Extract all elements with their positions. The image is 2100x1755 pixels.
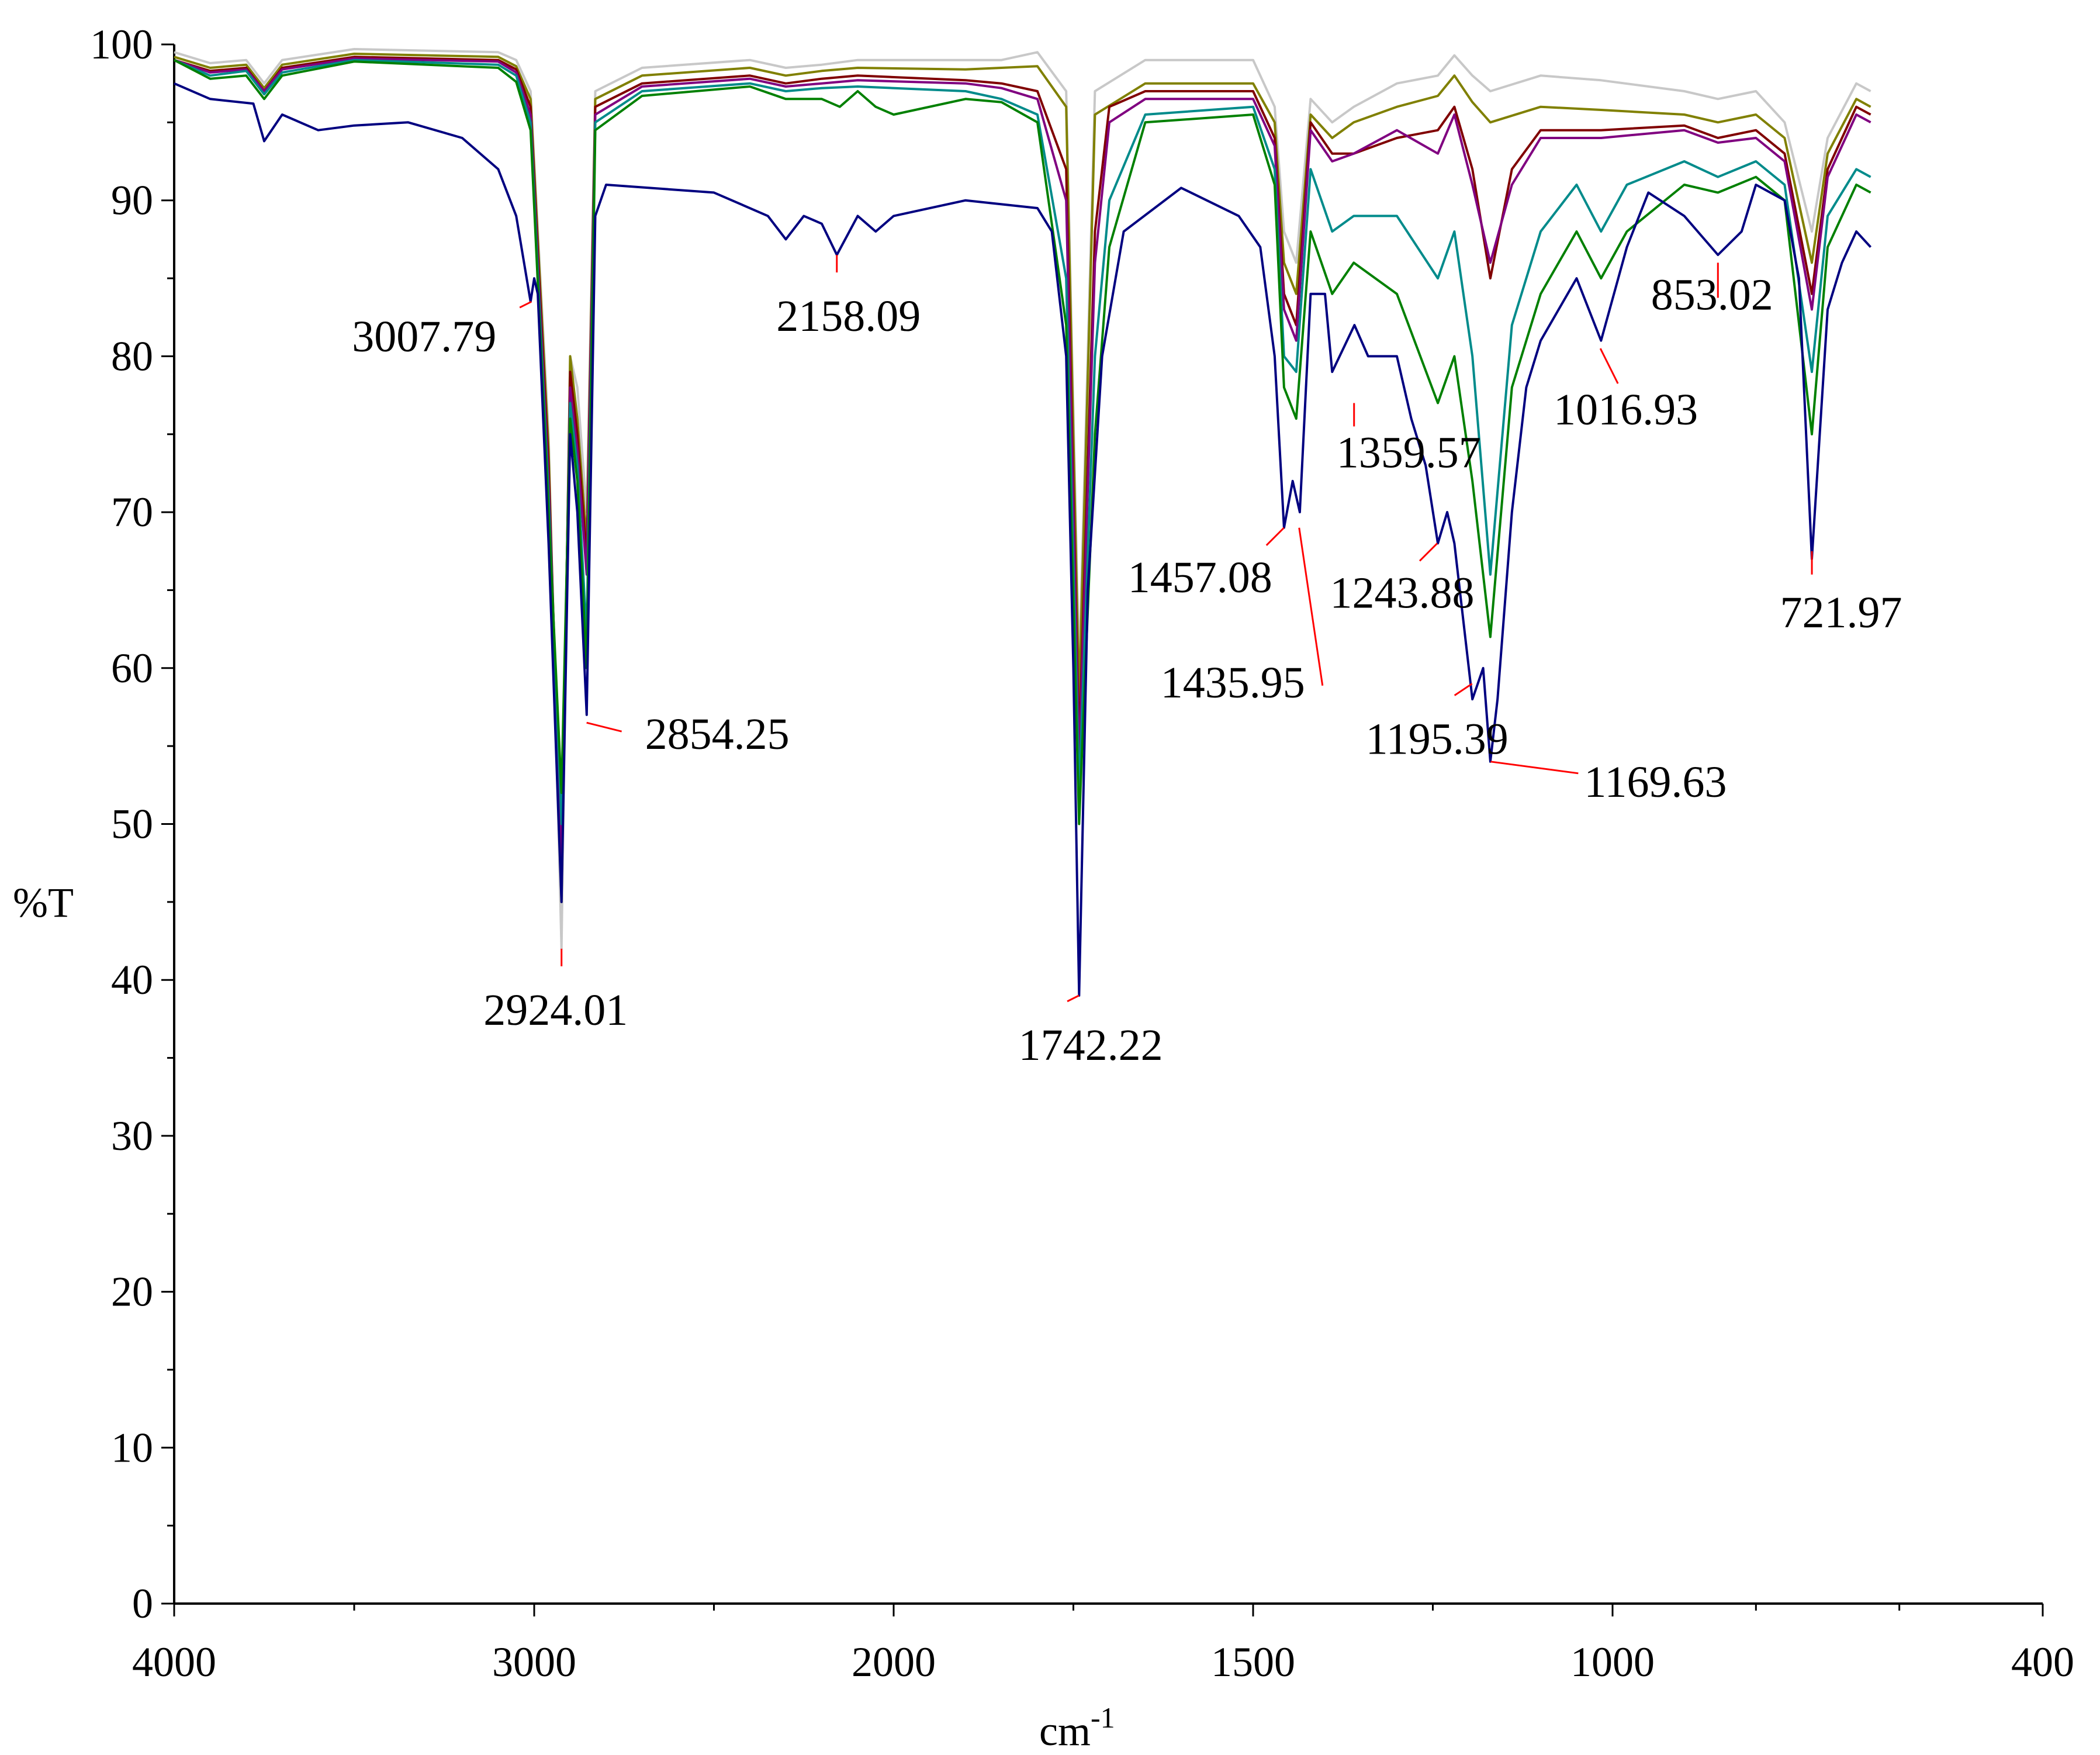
peak-leader-line [1298,527,1324,686]
peak-label: 1457.08 [1128,553,1272,602]
series-group [174,48,1872,997]
peak-label: 1359.57 [1337,428,1481,477]
x-tick-label: 2000 [852,1639,936,1685]
peak-leader-line [1599,348,1619,384]
peak-leader-line [1490,761,1579,775]
x-tick-label: 1500 [1211,1639,1295,1685]
peak-leader-line [519,300,532,309]
y-tick-label: 60 [111,645,153,692]
y-tick-label: 40 [111,956,153,1003]
peak-leader-line [1454,683,1473,696]
x-axis-label: cm-1 [1039,1701,1115,1752]
peak-leader-line [1067,994,1080,1003]
peak-label: 2854.25 [645,710,790,759]
peak-label: 2924.01 [483,986,628,1035]
x-axis-label-unit: cm [1039,1708,1091,1752]
x-tick-label: 3000 [492,1639,576,1685]
y-tick-label: 90 [111,177,153,224]
y-tick-label: 80 [111,333,153,379]
spectrum-line-3 [174,56,1871,872]
peak-label: 1243.88 [1330,568,1475,617]
y-tick-label: 100 [90,21,153,68]
y-tick-label: 50 [111,801,153,848]
y-tick-label: 20 [111,1269,153,1315]
peak-leader-line [1419,543,1438,562]
axes: 0 10 20 30 40 50 60 70 80 90 100 4000 3000 2000 1500 10… [90,21,2074,1685]
y-tick-label: 10 [111,1424,153,1471]
y-axis-label: %T [13,879,74,926]
spectrum-line-1 [174,48,1871,950]
x-axis-label-exponent: -1 [1091,1701,1115,1734]
y-tick-label: 0 [132,1580,153,1627]
peak-label: 1169.63 [1584,758,1727,807]
peak-label: 1016.93 [1554,385,1698,434]
peak-annotations: 3007.79 2924.01 2854.25 2158.09 1742.22 1457.… [352,255,1902,1070]
spectrum-line-7 [174,82,1872,997]
spectrum-line-5 [174,58,1871,825]
peak-label: 1742.22 [1019,1021,1163,1070]
x-tick-label: 4000 [132,1639,216,1685]
spectrum-line-6 [174,58,1871,825]
spectrum-line-4 [174,57,1871,856]
peak-label: 1435.95 [1161,658,1305,707]
peak-label: 2158.09 [776,292,921,341]
peak-label: 1195.39 [1366,714,1509,764]
peak-label: 721.97 [1780,588,1902,637]
peak-label: 3007.79 [352,312,496,361]
x-tick-label: 400 [2011,1639,2074,1685]
peak-leader-line [586,721,622,733]
x-tick-label: 1000 [1570,1639,1655,1685]
peak-leader-line [1265,527,1285,546]
y-tick-label: 70 [111,489,153,536]
peak-label: 853.02 [1651,270,1773,319]
y-tick-label: 30 [111,1113,153,1159]
